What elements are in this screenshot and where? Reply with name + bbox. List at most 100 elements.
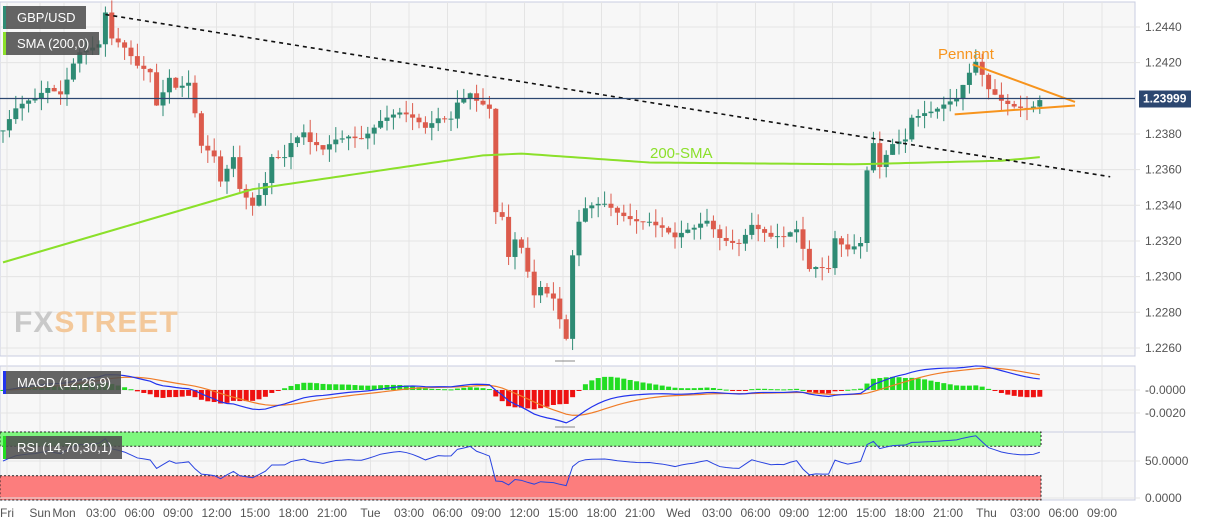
candle-up xyxy=(928,111,934,114)
candle-down xyxy=(205,145,211,151)
macd-histogram-bar xyxy=(442,389,448,391)
macd-histogram-bar xyxy=(141,390,147,393)
macd-histogram-bar xyxy=(454,388,460,390)
macd-histogram-bar xyxy=(1018,390,1024,397)
symbol-text: GBP/USD xyxy=(17,10,76,25)
candle-up xyxy=(326,144,332,150)
candle-up xyxy=(384,117,390,121)
candle-up xyxy=(282,157,288,159)
macd-histogram-bar xyxy=(173,390,179,398)
macd-histogram-bar xyxy=(128,389,134,391)
sma-legend-text: SMA (200,0) xyxy=(17,36,90,51)
candle-up xyxy=(102,12,108,45)
macd-legend[interactable]: MACD (12,26,9) xyxy=(3,371,121,394)
x-tick-label: Fri xyxy=(0,506,14,520)
candle-down xyxy=(1018,106,1024,108)
candle-down xyxy=(422,122,428,128)
macd-histogram-bar xyxy=(1030,390,1036,398)
macd-histogram-bar xyxy=(1024,390,1030,398)
candle-up xyxy=(339,138,345,140)
macd-histogram-bar xyxy=(755,388,761,390)
macd-histogram-bar xyxy=(198,390,204,400)
candle-down xyxy=(499,212,505,217)
sma-legend[interactable]: SMA (200,0) xyxy=(3,32,100,55)
macd-histogram-bar xyxy=(979,386,985,390)
candle-up xyxy=(26,100,32,104)
candle-up xyxy=(902,139,908,142)
candle-down xyxy=(621,212,627,217)
candle-up xyxy=(454,102,460,119)
candle-up xyxy=(512,239,518,257)
candle-up xyxy=(813,267,819,270)
macd-signal-line xyxy=(2,367,1040,416)
candle-down xyxy=(877,143,883,168)
candle-down xyxy=(614,207,620,213)
candle-down xyxy=(493,108,499,213)
candle-down xyxy=(198,113,204,146)
macd-histogram-bar xyxy=(762,388,768,390)
rsi-oversold-zone xyxy=(0,475,1042,501)
macd-histogram-bar xyxy=(288,385,294,390)
candle-down xyxy=(410,114,416,118)
macd-histogram-bar xyxy=(154,390,160,398)
candle-down xyxy=(717,229,723,238)
macd-histogram-bar xyxy=(134,390,140,392)
rsi-legend[interactable]: RSI (14,70,30,1) xyxy=(3,436,123,459)
candle-up xyxy=(230,157,236,169)
macd-histogram-bar xyxy=(218,390,224,404)
macd-legend-text: MACD (12,26,9) xyxy=(17,375,111,390)
macd-histogram-bar xyxy=(512,390,518,408)
macd-histogram-bar xyxy=(621,378,627,390)
candle-down xyxy=(307,132,313,143)
macd-histogram-bar xyxy=(147,390,153,395)
macd-histogram-bar xyxy=(902,378,908,390)
macd-histogram-bar xyxy=(858,388,864,390)
candle-down xyxy=(506,216,512,257)
x-tick-label: 06:00 xyxy=(1048,506,1078,520)
macd-histogram-bar xyxy=(397,384,403,390)
x-tick-label: Sun xyxy=(29,506,50,520)
macd-histogram-bar xyxy=(909,377,915,390)
candle-up xyxy=(32,98,38,101)
candle-down xyxy=(1011,103,1017,107)
candle-down xyxy=(826,268,832,270)
candle-down xyxy=(416,117,422,123)
candle-down xyxy=(723,237,729,241)
macd-histogram-bar xyxy=(659,385,665,390)
candle-up xyxy=(269,157,275,183)
macd-histogram-bar xyxy=(845,389,851,391)
candle-up xyxy=(678,232,684,238)
y-tick-label: 1.2420 xyxy=(1145,56,1182,70)
macd-line xyxy=(2,365,1040,424)
macd-histogram-bar xyxy=(794,388,800,390)
candle-down xyxy=(1005,100,1011,104)
macd-histogram-bar xyxy=(986,388,992,390)
macd-histogram-bar xyxy=(998,390,1004,394)
x-tick-label: 15:00 xyxy=(240,506,270,520)
x-tick-label: 09:00 xyxy=(1087,506,1117,520)
macd-histogram-bar xyxy=(250,390,256,401)
x-tick-label: 03:00 xyxy=(394,506,424,520)
candle-up xyxy=(371,127,377,134)
macd-histogram-bar xyxy=(403,385,409,390)
macd-histogram-bar xyxy=(922,379,928,390)
y-tick-label: 1.2280 xyxy=(1145,305,1182,319)
macd-histogram-bar xyxy=(787,389,793,391)
x-tick-label: 03:00 xyxy=(1010,506,1040,520)
candle-down xyxy=(550,293,556,299)
macd-histogram-bar xyxy=(506,390,512,407)
candle-up xyxy=(973,61,979,73)
macd-histogram-bar xyxy=(768,389,774,391)
macd-histogram-bar xyxy=(672,387,678,390)
macd-histogram-bar xyxy=(806,390,812,392)
macd-histogram-bar xyxy=(698,387,704,390)
candle-down xyxy=(518,239,524,248)
macd-histogram-bar xyxy=(864,383,870,390)
macd-histogram-bar xyxy=(461,387,467,390)
y-tick-label: 1.2380 xyxy=(1145,127,1182,141)
macd-histogram-bar xyxy=(339,384,345,390)
x-tick-label: 21:00 xyxy=(317,506,347,520)
macd-histogram-bar xyxy=(544,390,550,407)
candle-up xyxy=(832,238,838,269)
